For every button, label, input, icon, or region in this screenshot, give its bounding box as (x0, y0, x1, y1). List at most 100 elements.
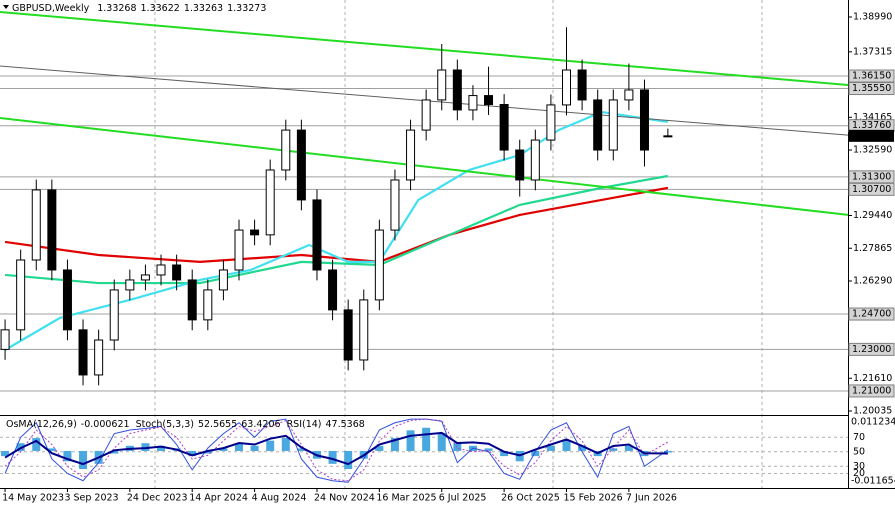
oscillator-line (4, 418, 669, 483)
x-tick-label: 16 Mar 2025 (376, 493, 436, 504)
y-tick-label: 70 (853, 432, 865, 443)
candle-body (125, 279, 135, 291)
candle-body (577, 69, 587, 101)
osma-bar (250, 445, 259, 451)
legend-value: 63.4206 (241, 419, 280, 430)
indicator-legend: OsMA(12,26,9) -0.000621 Stoch(5,3,3) 52.565… (6, 419, 365, 430)
candle-body (639, 89, 649, 151)
candle-body (0, 329, 10, 350)
candle-body (328, 269, 338, 311)
candle-body (343, 309, 353, 361)
y-tick-label: 1.34165 (853, 112, 892, 123)
y-tick-label: 1.32590 (853, 145, 892, 156)
osma-bar (546, 445, 555, 451)
x-tick-label: 14 Apr 2024 (189, 493, 248, 504)
level-label-box (848, 384, 895, 398)
y-tick-label: 1.20035 (853, 406, 892, 417)
y-tick-label: 1.37315 (853, 46, 892, 57)
level-label-box (848, 82, 895, 96)
osma-bar (562, 440, 571, 451)
low-value: 1.33263 (184, 3, 223, 14)
osma-bar (63, 450, 72, 462)
candle-body (608, 99, 618, 151)
oscillator-line (4, 418, 669, 482)
osma-bar (266, 440, 275, 451)
level-label: 1.21000 (852, 385, 891, 396)
current-price-label: 1.33273 (852, 130, 891, 141)
x-tick-label: 26 Oct 2025 (501, 493, 560, 504)
osma-bar (624, 445, 633, 451)
candle-body (468, 95, 478, 111)
osma-bar (203, 450, 212, 454)
candle-body (265, 169, 275, 236)
legend-value: -0.000621 (81, 419, 130, 430)
open-value: 1.33268 (97, 3, 136, 14)
osma-bar (79, 450, 88, 470)
osma-bar (578, 445, 587, 451)
osma-bar (234, 443, 243, 451)
level-label: 1.36150 (852, 71, 891, 82)
legend-value: 47.5368 (326, 419, 365, 430)
osma-bar (437, 432, 446, 451)
candle-body (562, 69, 572, 106)
candle-body (484, 95, 494, 106)
osma-bar (157, 445, 166, 451)
candle-body (390, 179, 400, 231)
osma-bar (531, 450, 540, 457)
candle-body (530, 139, 540, 181)
osma-bar (1, 450, 10, 457)
osma-bar (328, 450, 337, 464)
level-label: 1.23000 (852, 344, 891, 355)
level-label-box (848, 342, 895, 356)
candle-body (172, 264, 182, 281)
candle-body (31, 189, 41, 261)
osma-bar (375, 445, 384, 451)
chart-header: GBPUSD,Weekly 1.33268 1.33622 1.33263 1.3327… (12, 3, 266, 14)
osma-bar (219, 448, 228, 451)
high-value: 1.33622 (141, 3, 180, 14)
x-tick-label: 15 Feb 2026 (564, 493, 623, 504)
osma-bar (663, 450, 672, 453)
y-tick-label: 1.38990 (853, 12, 892, 23)
candle-body (296, 129, 306, 201)
candle-body (499, 104, 509, 151)
osma-bar (110, 450, 119, 454)
menu-arrow[interactable] (3, 5, 9, 9)
axes: 1.38990 1.37315 1.34165 1.32590 1.29440 1.278… (2, 12, 895, 504)
osma-bar (297, 448, 306, 451)
candle-body (624, 89, 634, 101)
osma-bar (609, 448, 618, 451)
candle-body (109, 289, 119, 341)
level-label: 1.35550 (852, 83, 891, 94)
candle-body (47, 189, 57, 271)
candle-body (218, 269, 228, 291)
candle-body (312, 199, 322, 271)
candle-body (593, 99, 603, 151)
y2-tick-label: -0.011654 (851, 476, 895, 487)
x-tick-label: 24 Dec 2023 (127, 493, 188, 504)
osma-bar (390, 438, 399, 451)
candle-body (140, 274, 150, 281)
symbol: GBPUSD,Weekly (12, 3, 90, 14)
main-pane (0, 11, 849, 392)
level-label: 1.31300 (852, 171, 891, 182)
legend-name: OsMA(12,26,9) (6, 419, 77, 430)
candle-body (663, 135, 673, 138)
level-label: 1.24700 (852, 309, 891, 320)
candle-body (78, 329, 88, 376)
osma-bar (32, 438, 41, 451)
candle-body (437, 69, 447, 101)
candle-body (359, 299, 369, 361)
level-label-box (848, 182, 895, 196)
x-tick-label: 4 Aug 2024 (252, 493, 307, 504)
x-tick-label: 14 May 2023 (2, 493, 64, 504)
x-tick-label: 3 Sep 2023 (64, 493, 118, 504)
candle-body (203, 289, 213, 321)
osma-bar (141, 443, 150, 451)
candle-body (406, 129, 416, 181)
y-tick-label: 20 (853, 468, 865, 479)
level-label: 1.30700 (852, 184, 891, 195)
candle-body (515, 149, 525, 181)
